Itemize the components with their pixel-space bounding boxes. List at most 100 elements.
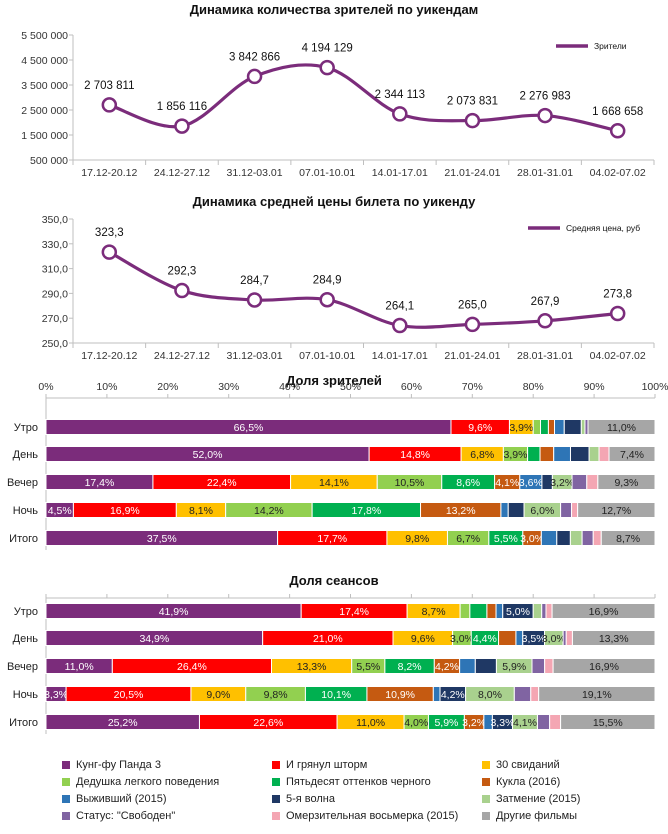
- legend-label: Средняя цена, руб: [566, 223, 640, 233]
- data-point: [246, 68, 263, 85]
- data-label: 284,9: [313, 275, 342, 287]
- bar-label: 16,9%: [589, 661, 619, 673]
- bar-segment: [571, 630, 656, 646]
- legend-label: Дедушка легкого поведения: [76, 775, 220, 788]
- bar-label: 10,9%: [385, 689, 415, 701]
- bar-label: 17,4%: [85, 477, 115, 489]
- x-tick-label: 90%: [584, 381, 605, 393]
- legend-swatch: [62, 777, 70, 786]
- bar-label: 8,2%: [398, 661, 422, 673]
- data-point: [464, 112, 481, 129]
- y-tick-label: 290,0: [42, 288, 68, 300]
- legend-label: Другие фильмы: [496, 809, 578, 822]
- chart-title: Динамика средней цены билета по уикенду: [193, 194, 476, 209]
- bar-segment: [598, 446, 610, 462]
- bar-segment: [507, 502, 525, 518]
- chart-title: Динамика количества зрителей по уикендам: [190, 2, 479, 17]
- bar-label: 34,9%: [139, 633, 169, 645]
- bar-label: 8,0%: [478, 689, 502, 701]
- bar-label: 14,8%: [400, 449, 430, 461]
- legend-item: Другие фильмы: [482, 808, 662, 823]
- bar-label: 8,1%: [189, 505, 213, 517]
- x-tick-label: 04.02-07.02: [590, 350, 646, 362]
- bar-segment: [469, 603, 488, 619]
- bar-label: 4,2%: [441, 689, 465, 701]
- bar-label: 66,5%: [234, 422, 264, 434]
- legend-item: Омерзительная восьмерка (2015): [272, 808, 482, 823]
- bar-segment: [554, 419, 565, 435]
- x-tick-label: 31.12-03.01: [227, 167, 283, 179]
- legend-swatch: [272, 777, 280, 786]
- x-tick-label: 28.01-31.01: [517, 350, 573, 362]
- bar-label: 13,2%: [446, 505, 476, 517]
- legend-label: 30 свиданий: [496, 758, 560, 771]
- bar-segment: [569, 446, 590, 462]
- bar-label: 4,1%: [513, 717, 537, 729]
- bar-label: 9,0%: [206, 689, 230, 701]
- bar-label: 8,7%: [616, 533, 640, 545]
- row-label: Итого: [9, 533, 38, 545]
- legend-label: 5-я волна: [286, 792, 336, 805]
- bar-label: 22,4%: [207, 477, 237, 489]
- x-tick-label: 28.01-31.01: [517, 167, 573, 179]
- bar-label: 16,9%: [589, 606, 619, 618]
- bar-segment: [540, 419, 549, 435]
- x-tick-label: 21.01-24.01: [444, 350, 500, 362]
- data-point: [246, 292, 263, 308]
- row-label: Вечер: [7, 477, 38, 489]
- bar-segment: [495, 603, 504, 619]
- legend-swatch: [272, 811, 280, 820]
- bar-label: 13,3%: [297, 661, 327, 673]
- bar-segment: [581, 530, 594, 546]
- bar-segment: [498, 630, 517, 646]
- legend-swatch: [482, 777, 490, 786]
- bar-label: 4,1%: [495, 477, 519, 489]
- bar-label: 4,2%: [435, 661, 459, 673]
- row-label: Вечер: [7, 661, 38, 673]
- data-label: 2 703 811: [84, 80, 134, 92]
- bar-segment: [551, 603, 656, 619]
- row-label: Ночь: [13, 689, 39, 701]
- bar-segment: [580, 419, 586, 435]
- bar-segment: [500, 502, 509, 518]
- legend-label: Кукла (2016): [496, 775, 561, 788]
- legend-item: 30 свиданий: [482, 757, 662, 772]
- bar-segment: [549, 714, 562, 730]
- data-label: 3 842 866: [229, 51, 280, 63]
- y-tick-label: 500 000: [30, 155, 68, 167]
- y-tick-label: 2 500 000: [21, 105, 68, 117]
- x-tick-label: 17.12-20.12: [81, 350, 137, 362]
- bar-segment: [600, 530, 656, 546]
- bar-label: 9,3%: [614, 477, 638, 489]
- data-label: 267,9: [531, 296, 560, 308]
- bar-label: 10,1%: [321, 689, 351, 701]
- legend-label: Омерзительная восьмерка (2015): [286, 809, 459, 822]
- y-tick-label: 330,0: [42, 239, 68, 251]
- x-tick-label: 70%: [462, 381, 483, 393]
- row-label: Утро: [14, 606, 38, 618]
- bar-label: 9,6%: [411, 633, 435, 645]
- x-tick-label: 40%: [279, 381, 300, 393]
- x-tick-label: 0%: [38, 381, 53, 393]
- bar-segment: [513, 686, 532, 702]
- bar-segment: [577, 502, 656, 518]
- x-tick-label: 60%: [401, 381, 422, 393]
- bar-label: 17,8%: [351, 505, 381, 517]
- data-label: 1 668 658: [592, 106, 643, 118]
- data-point: [392, 106, 408, 122]
- bar-label: 11,0%: [607, 422, 636, 434]
- bar-label: 3,9%: [509, 422, 533, 434]
- x-tick-label: 20%: [157, 381, 178, 393]
- y-tick-label: 3 500 000: [21, 80, 68, 92]
- row-label: День: [13, 449, 39, 461]
- data-point: [319, 291, 335, 308]
- bar-segment: [597, 474, 656, 490]
- bar-label: 21,0%: [313, 633, 343, 645]
- bar-segment: [459, 658, 476, 674]
- x-tick-label: 04.02-07.02: [590, 167, 646, 179]
- bar-label: 17,7%: [317, 533, 347, 545]
- bar-label: 13,3%: [599, 633, 629, 645]
- bar-segment: [532, 419, 542, 435]
- bar-label: 41,9%: [159, 606, 189, 618]
- legend-swatch: [62, 794, 70, 803]
